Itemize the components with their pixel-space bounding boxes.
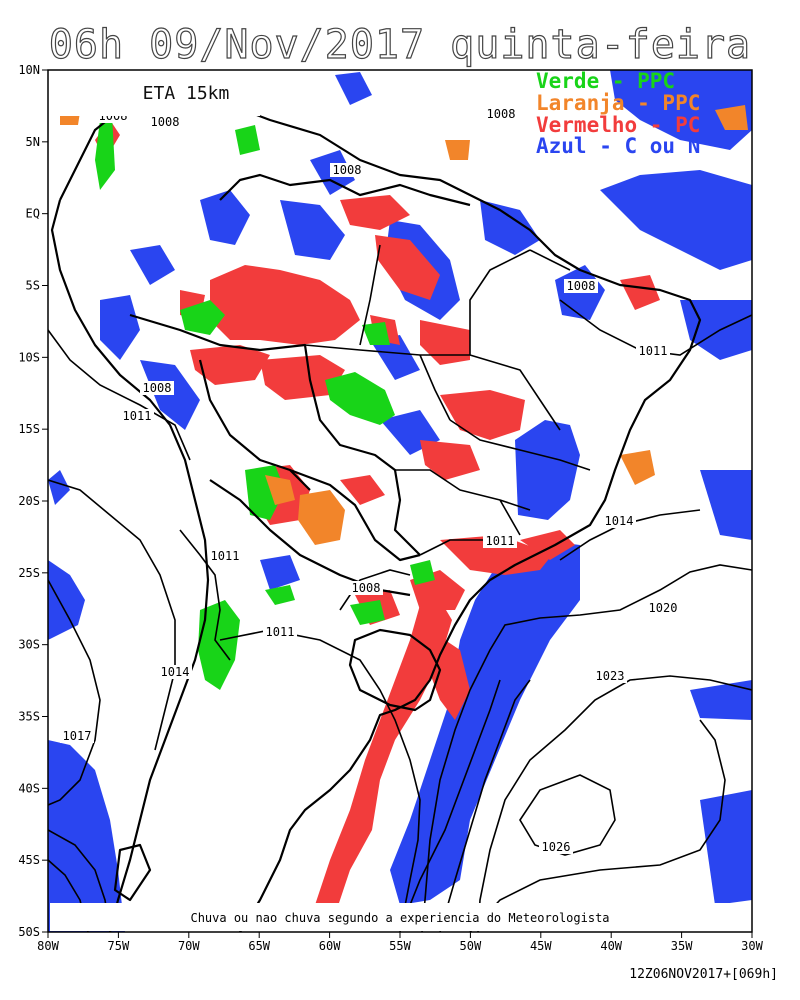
lat-tick-label: 10S [18,350,40,364]
lon-tick-label: 30W [741,939,763,953]
isobar-label: 1008 [151,115,180,129]
political-boundaries [50,93,702,932]
footnote-box [50,903,750,931]
lon-tick-label: 80W [37,939,59,953]
isobar-label-bg [140,381,174,395]
isobar-label: 1008 [352,581,381,595]
isobar-label-bg [593,669,627,683]
isobar-label-bg [263,625,297,639]
run-label: 12Z06NOV2017+[069h] [629,967,778,982]
lon-tick-label: 60W [319,939,341,953]
isobar-label-bg [120,409,154,423]
lon-tick-label: 50W [460,939,482,953]
isobar-label-bg [158,665,192,679]
isobar-label: 1014 [161,665,190,679]
south-america-coastline [59,93,702,932]
lat-tick-label: EQ [26,207,40,221]
lat-tick-label: 50S [18,925,40,939]
legend-item: Verde - PPC [536,69,675,93]
paraguay-border [289,468,421,562]
map-title: 06h 09/Nov/2017 quinta-feira [48,21,752,68]
lon-tick-label: 75W [108,939,130,953]
lat-tick-label: 40S [18,781,40,795]
isobar-label-bg [483,534,517,548]
red-areas [95,120,660,930]
lon-tick-label: 70W [178,939,200,953]
isobar-line [421,564,752,932]
lon-tick-label: 40W [600,939,622,953]
latitude-axis: 10N 5N EQ 5S 10S 15S 20S 25S 30S 35S 40S 45S 50S [18,63,48,939]
footnote: Chuva ou nao chuva segundo a experiencia… [190,911,609,925]
isobar-label-bg [208,549,242,563]
legend-item: Azul - C ou N [536,134,700,158]
lat-tick-label: 15S [18,422,40,436]
lat-tick-label: 5S [26,279,40,293]
longitude-axis: 80W 75W 70W 65W 60W 55W 50W 45W 40W 35W 30W [37,932,764,953]
west-coastline [50,199,210,932]
isobar-label-bg [484,107,518,121]
uruguay-border [348,628,442,712]
isobar-label: 1008 [143,381,172,395]
lat-tick-label: 20S [18,494,40,508]
lat-tick-label: 25S [18,566,40,580]
model-label: ETA 15km [143,83,230,104]
isobar-layer [48,299,752,932]
legend-item: Laranja - PPC [536,91,700,115]
lat-tick-label: 10N [18,63,40,77]
isobar-line [48,579,101,806]
isobar-label: 1008 [333,163,362,177]
lat-tick-label: 30S [18,638,40,652]
lon-tick-label: 65W [248,939,270,953]
tierra-del-fuego [113,843,152,902]
isobar-label: 1023 [596,669,625,683]
lon-tick-label: 45W [530,939,552,953]
brazil-states [304,244,591,556]
lon-tick-label: 35W [671,939,693,953]
isobar-label-bg [636,344,670,358]
brazil-border-west [129,313,421,556]
isobar-line [439,679,531,932]
isobar-label-bg [646,601,680,615]
isobar-label-bg [564,279,598,293]
isobar-label-bg [148,115,182,129]
isobar-label-bg [60,729,94,743]
isobar-label: 1026 [542,840,571,854]
bolivia-border [198,359,311,491]
isobar-line [469,719,726,932]
lat-tick-label: 5N [26,135,40,149]
isobar-label: 1020 [649,601,678,615]
isobar-label: 1011 [639,344,668,358]
isobar-label: 1017 [63,729,92,743]
orange-areas [60,105,748,545]
isobar-label: 1008 [487,107,516,121]
lat-tick-label: 35S [18,710,40,724]
isobar-line [48,479,176,751]
isobar-label: 1008 [567,279,596,293]
isobar-label-bg [349,581,383,595]
lon-tick-label: 55W [389,939,411,953]
isobar-line [399,679,501,931]
lat-tick-label: 45S [18,853,40,867]
isobar-label-bg [539,840,573,854]
isobar-label: 1011 [486,534,515,548]
isobar-label-bg [602,514,636,528]
isobar-label-bg [330,163,364,177]
isobar-line [477,675,752,932]
isobar-label: 1011 [123,409,152,423]
isobar-line [219,629,421,932]
isobar-line [48,329,191,461]
model-label-box [52,74,260,116]
brazil-border-north [219,173,471,207]
isobar-line [179,529,231,661]
legend-item: Vermelho - PC [536,113,700,137]
isobar-label: 1014 [605,514,634,528]
isobar-label: 1011 [211,549,240,563]
isobar-label: 1011 [266,625,295,639]
